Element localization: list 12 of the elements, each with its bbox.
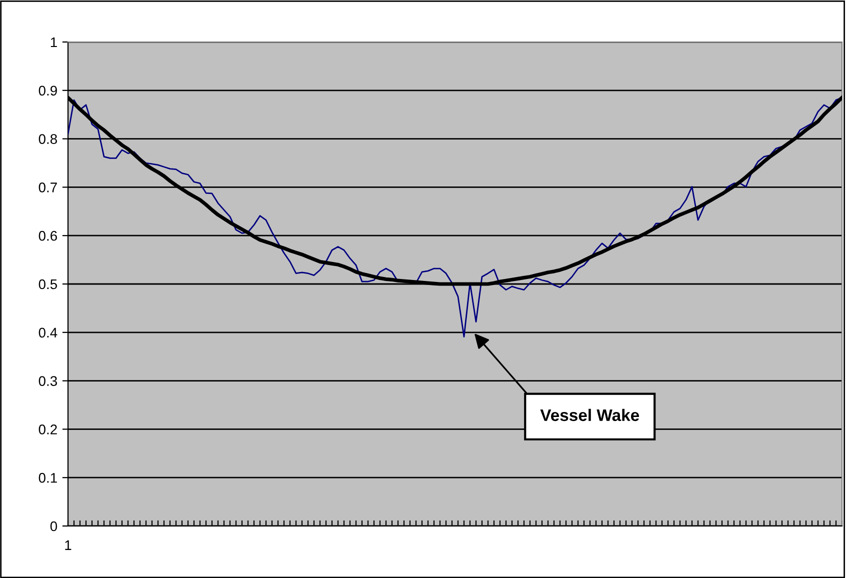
y-tick-label: 0.5 <box>38 279 58 290</box>
y-tick-label: 0.3 <box>38 376 57 386</box>
y-tick-label: 1 <box>50 37 57 48</box>
y-tick-label: 0 <box>50 521 58 532</box>
y-tick-label: 0.1 <box>38 472 57 483</box>
y-tick-label: 0.6 <box>38 230 57 241</box>
y-tick-label: 0.7 <box>38 182 57 192</box>
y-tick-label: 0.8 <box>38 134 57 144</box>
annotation: Vessel Wake <box>540 408 640 422</box>
y-tick-label: 0.2 <box>38 424 57 434</box>
y-tick-label: 0.9 <box>38 86 57 96</box>
y-tick-label: 0.4 <box>38 328 58 338</box>
